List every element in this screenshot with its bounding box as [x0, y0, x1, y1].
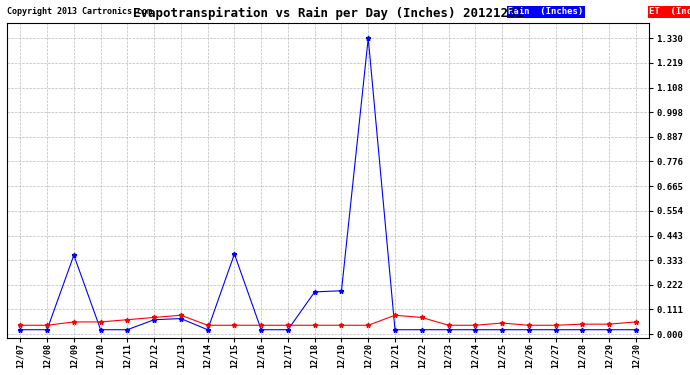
Text: Copyright 2013 Cartronics.com: Copyright 2013 Cartronics.com [7, 7, 152, 16]
Text: ET  (Inches): ET (Inches) [649, 7, 690, 16]
Title: Evapotranspiration vs Rain per Day (Inches) 20121231: Evapotranspiration vs Rain per Day (Inch… [133, 7, 523, 20]
Text: Rain  (Inches): Rain (Inches) [508, 7, 583, 16]
